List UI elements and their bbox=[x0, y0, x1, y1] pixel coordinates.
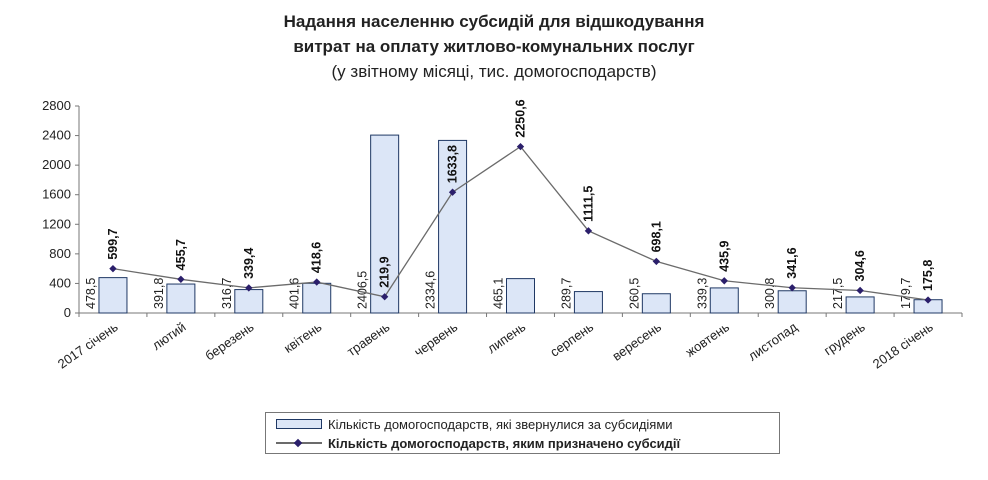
line-point bbox=[313, 278, 321, 286]
x-category-label: квітень bbox=[281, 319, 325, 356]
bar-value-label: 2406,5 bbox=[356, 271, 370, 309]
bar bbox=[573, 291, 603, 314]
line-point bbox=[448, 188, 457, 196]
x-category-label: грудень bbox=[821, 319, 868, 358]
line-value-label: 175,8 bbox=[921, 260, 935, 291]
y-tick-label: 0 bbox=[64, 305, 71, 320]
line-value-label: 698,1 bbox=[649, 221, 663, 252]
bar bbox=[98, 277, 128, 314]
bar bbox=[234, 289, 264, 314]
line-value-label: 304,6 bbox=[853, 250, 867, 281]
bar-value-label: 289,7 bbox=[559, 278, 573, 309]
y-tick-label: 2800 bbox=[42, 98, 71, 113]
legend-swatch-bar bbox=[276, 419, 322, 429]
bar-value-label: 401,6 bbox=[288, 278, 302, 309]
series-line bbox=[112, 145, 929, 301]
bar-value-label: 260,5 bbox=[627, 278, 641, 309]
bar-value-label: 316,7 bbox=[220, 278, 234, 309]
bar-value-label: 2334,6 bbox=[424, 271, 438, 309]
legend-item-bars: Кількість домогосподарств, які звернулис… bbox=[276, 415, 673, 433]
bar bbox=[506, 278, 535, 314]
x-category-label: липень bbox=[484, 319, 528, 356]
line-value-label: 599,7 bbox=[106, 228, 120, 259]
legend-swatch-line bbox=[276, 437, 322, 449]
x-category-label: жовтень bbox=[683, 319, 732, 360]
chart-legend: Кількість домогосподарств, які звернулис… bbox=[265, 412, 780, 454]
line-point bbox=[856, 286, 864, 295]
x-category-label: лютий bbox=[149, 319, 188, 353]
line-point bbox=[924, 296, 932, 304]
y-tick-label: 1600 bbox=[42, 187, 71, 202]
bar bbox=[709, 287, 739, 314]
y-tick-label: 1200 bbox=[42, 216, 71, 231]
x-category-label: 2017 січень bbox=[55, 319, 121, 371]
line-value-label: 455,7 bbox=[174, 239, 188, 270]
line-point bbox=[720, 277, 728, 285]
x-category-label: 2018 січень bbox=[870, 319, 936, 371]
chart-title: Надання населенню субсидій для відшкодув… bbox=[283, 12, 705, 31]
line-point bbox=[652, 257, 661, 266]
x-category-label: березень bbox=[202, 319, 256, 363]
y-tick-label: 2400 bbox=[42, 128, 71, 143]
legend-label-line: Кількість домогосподарств, яким призначе… bbox=[328, 435, 681, 451]
x-category-label: серпень bbox=[547, 319, 596, 360]
bar bbox=[302, 282, 332, 314]
bar-value-label: 217,5 bbox=[831, 278, 845, 309]
bar-value-label: 465,1 bbox=[492, 278, 506, 309]
line-value-label: 1111,5 bbox=[581, 186, 595, 222]
line-value-label: 435,9 bbox=[717, 240, 731, 271]
bar-value-label: 339,3 bbox=[695, 278, 709, 309]
y-tick-label: 800 bbox=[49, 246, 71, 261]
bar-value-label: 179,7 bbox=[899, 278, 913, 309]
line-point bbox=[516, 142, 525, 151]
line-value-label: 339,4 bbox=[242, 248, 256, 279]
bar bbox=[641, 293, 671, 314]
line-point bbox=[109, 264, 117, 273]
x-category-label: травень bbox=[344, 319, 392, 359]
x-category-label: листопад bbox=[745, 319, 800, 364]
bar-value-label: 300,8 bbox=[763, 278, 777, 309]
line-point bbox=[788, 284, 796, 292]
line-value-label: 418,6 bbox=[310, 242, 324, 273]
bar bbox=[777, 290, 807, 314]
line-value-label: 1633,8 bbox=[446, 145, 460, 183]
chart-title-line2: витрат на оплату житлово-комунальних пос… bbox=[293, 37, 695, 56]
legend-label-bars: Кількість домогосподарств, які звернулис… bbox=[328, 416, 673, 432]
line-point bbox=[177, 275, 185, 283]
chart-subtitle: (у звітному місяці, тис. домогосподарств… bbox=[331, 62, 657, 81]
line-value-label: 219,9 bbox=[378, 256, 392, 287]
line-value-label: 341,6 bbox=[785, 247, 799, 278]
line-value-label: 2250,6 bbox=[514, 99, 528, 137]
y-tick-label: 2000 bbox=[42, 157, 71, 172]
y-tick-label: 400 bbox=[49, 275, 71, 290]
bar-value-label: 478,5 bbox=[84, 278, 98, 309]
bar bbox=[166, 283, 196, 314]
x-category-label: вересень bbox=[609, 319, 664, 364]
bar bbox=[438, 139, 468, 314]
line-point bbox=[380, 293, 389, 301]
legend-item-line: Кількість домогосподарств, яким призначе… bbox=[276, 434, 680, 452]
x-category-label: червень bbox=[411, 319, 460, 360]
bar bbox=[370, 134, 400, 314]
line-point bbox=[584, 227, 593, 235]
bar-value-label: 391,8 bbox=[152, 278, 166, 309]
bar bbox=[845, 296, 875, 314]
